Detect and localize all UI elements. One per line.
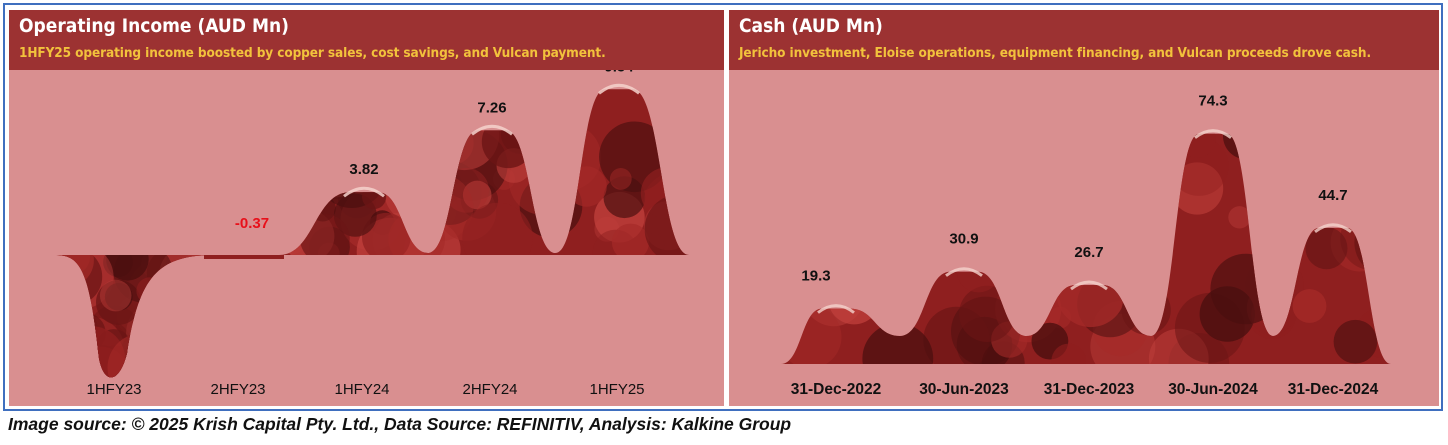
cash-title: Cash (AUD Mn): [739, 15, 883, 37]
cash-subtitle: Jericho investment, Eloise operations, e…: [739, 45, 1371, 61]
operating-income-subtitle: 1HFY25 operating income boosted by coppe…: [19, 45, 606, 61]
operating-income-title: Operating Income (AUD Mn): [19, 15, 289, 37]
cash-panel: Cash (AUD Mn) Jericho investment, Eloise…: [729, 10, 1439, 406]
cash-peak-rim-30-jun-2024: [1194, 129, 1232, 139]
cash-header: Cash (AUD Mn) Jericho investment, Eloise…: [729, 10, 1439, 70]
cash-tick-30-jun-2023: 30-Jun-2023: [919, 381, 1009, 398]
cash-tick-31-dec-2022: 31-Dec-2022: [791, 381, 881, 398]
operating-income-chart: -6.86-0.373.827.269.541HFY232HFY231HFY24…: [54, 70, 689, 398]
operating-income-peak-rim-1hfy25: [598, 83, 640, 95]
operating-income-value-label-2hfy24: 7.26: [477, 99, 506, 116]
cash-value-label-31-dec-2023: 26.7: [1074, 244, 1103, 261]
cash-value-label-31-dec-2022: 19.3: [801, 268, 830, 285]
cash-value-label-30-jun-2024: 74.3: [1198, 93, 1227, 110]
operating-income-header: Operating Income (AUD Mn) 1HFY25 operati…: [9, 10, 724, 70]
cash-value-label-30-jun-2023: 30.9: [949, 231, 978, 248]
operating-income-peak-rim-2hfy24: [471, 124, 513, 136]
cash-peak-rim-31-dec-2023: [1070, 280, 1108, 291]
cash-tick-30-jun-2024: 30-Jun-2024: [1168, 381, 1258, 398]
operating-income-tick-1hfy25: 1HFY25: [589, 381, 644, 398]
operating-income-panel: Operating Income (AUD Mn) 1HFY25 operati…: [9, 10, 724, 406]
cash-tick-31-dec-2023: 31-Dec-2023: [1044, 381, 1135, 398]
operating-income-value-label-1hfy24: 3.82: [349, 161, 378, 178]
cash-peak-rim-30-jun-2023: [945, 267, 983, 277]
operating-income-peak-rim-1hfy24: [343, 186, 385, 198]
cash-chart: 19.3 30.9 26.7 74.3 44.7 31-Dec-2022 30-Jun-20…: [781, 93, 1391, 398]
figure-frame: Operating Income (AUD Mn) 1HFY25 operati…: [3, 3, 1443, 411]
operating-income-value-label-2hfy23: -0.37: [235, 215, 269, 232]
operating-income-value-label-1hfy25: 9.54: [604, 70, 634, 75]
operating-income-2hfy23-strip: [204, 255, 284, 259]
cash-peak-rim-31-dec-2022: [817, 304, 855, 314]
operating-income-tick-1hfy23: 1HFY23: [86, 381, 141, 398]
cash-value-label-31-dec-2024: 44.7: [1318, 187, 1347, 204]
operating-income-tick-1hfy24: 1HFY24: [334, 381, 389, 398]
cash-peak-rim-31-dec-2024: [1314, 223, 1352, 234]
cash-tick-31-dec-2024: 31-Dec-2024: [1288, 381, 1379, 398]
image-source-footer: Image source: © 2025 Krish Capital Pty. …: [8, 414, 792, 434]
operating-income-tick-2hfy24: 2HFY24: [462, 381, 517, 398]
operating-income-area: [54, 83, 689, 378]
operating-income-tick-2hfy23: 2HFY23: [210, 381, 265, 398]
